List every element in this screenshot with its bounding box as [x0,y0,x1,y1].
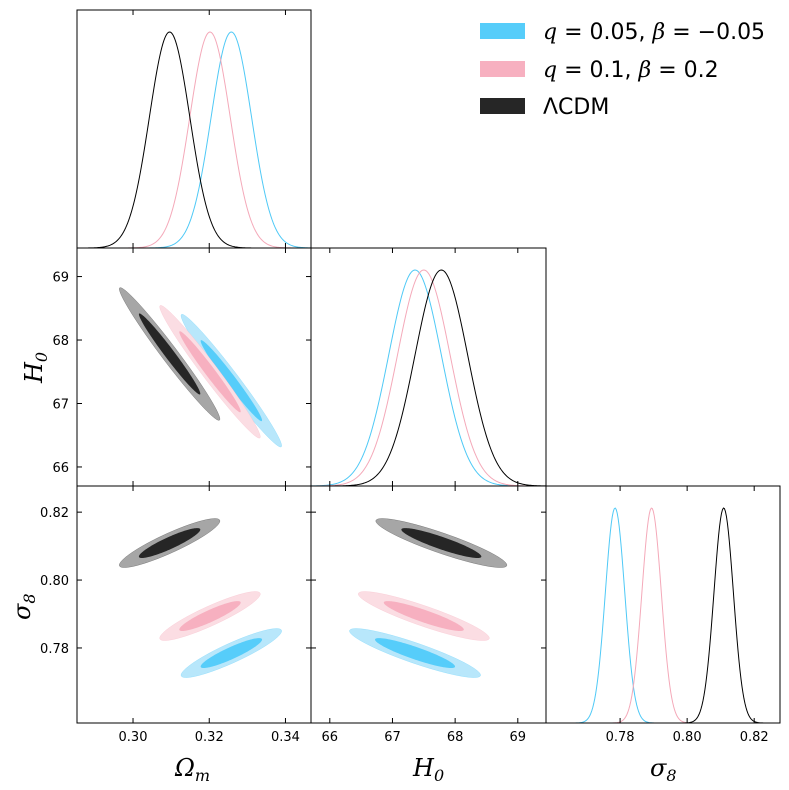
contour-inner-Omega_m-sigma8-series-0 [200,638,263,669]
xlabel-h0: H0 [412,754,444,785]
y-tick-label-H0: 69 [52,271,69,286]
marginal-curve-sigma8-series-0 [546,507,780,723]
panel-Omega_m-H0 [119,287,282,448]
xlabel-sigma8-sub: 8 [666,766,676,785]
x-tick-label-sigma8: 0.82 [740,730,769,745]
panel-frame-1-0 [76,247,312,487]
x-tick-label-Omega_m: 0.30 [119,730,148,745]
marginal-curve-Omega_m-series-2 [77,31,311,248]
xlabel-sigma8: σ8 [650,754,677,785]
panel-H0-sigma8 [349,518,508,678]
contour-inner-Omega_m-H0-series-1 [179,331,241,413]
contour-inner-Omega_m-sigma8-series-2 [138,528,201,559]
marginal-curve-sigma8-series-2 [546,507,780,723]
contour-inner-H0-sigma8-series-1 [383,601,464,632]
x-tick-label-H0: 66 [322,730,339,745]
marginal-curve-H0-series-2 [311,269,546,486]
x-tick-label-Omega_m: 0.32 [195,730,224,745]
xlabel-h0-sub: 0 [434,766,444,785]
x-tick-label-Omega_m: 0.34 [271,730,300,745]
ylabel-sigma8-sub: 8 [20,593,39,603]
legend-swatch-lcdm [480,98,525,114]
contour-inner-Omega_m-H0-series-0 [200,340,263,422]
panel-Omega_m-Omega_m [77,31,311,248]
marginal-curve-H0-series-1 [311,269,546,486]
legend-label-q005: q = 0.05, β = −0.05 [543,20,765,45]
y-tick-label-H0: 66 [52,461,69,476]
y-tick-label-sigma8: 0.82 [40,506,69,521]
x-tick-label-sigma8: 0.78 [606,730,635,745]
xlabel-omega-m: Ωm [174,754,210,785]
contour-inner-H0-sigma8-series-2 [401,528,482,559]
panel-frame-2-0 [76,485,312,724]
ylabel-h0: H0 [20,352,51,384]
ylabel-h0-sub: 0 [32,352,51,362]
marginal-curve-H0-series-0 [311,269,546,486]
panel-Omega_m-sigma8 [119,518,282,678]
y-tick-label-sigma8: 0.78 [40,642,69,657]
contour-inner-Omega_m-sigma8-series-1 [179,601,241,632]
marginal-curve-Omega_m-series-1 [77,31,311,248]
legend-swatch-q01 [480,61,525,77]
panel-H0-H0 [311,269,546,486]
panel-sigma8-sigma8 [546,507,780,723]
marginal-curve-Omega_m-series-0 [77,31,311,248]
xlabel-omega-m-sub: m [195,766,210,785]
x-tick-label-H0: 69 [510,730,527,745]
panel-frame-0-0 [76,9,312,249]
x-tick-label-H0: 67 [384,730,401,745]
panel-frame-2-2 [545,485,781,724]
legend-swatch-q005 [480,23,525,39]
y-tick-label-H0: 68 [52,334,69,349]
marginal-curve-sigma8-series-1 [546,507,780,723]
legend-label-lcdm: ΛCDM [543,95,609,120]
contour-inner-H0-sigma8-series-0 [375,638,456,669]
panel-frame-2-1 [310,485,547,724]
legend-label-q01: q = 0.1, β = 0.2 [543,58,719,83]
panel-frame-1-1 [310,247,547,487]
x-tick-label-sigma8: 0.80 [673,730,702,745]
ylabel-sigma8: σ8 [8,593,39,620]
legend: q = 0.05, β = −0.05 q = 0.1, β = 0.2 ΛCD… [480,20,765,120]
y-tick-label-H0: 67 [52,397,69,412]
contour-inner-Omega_m-H0-series-2 [138,313,201,395]
x-tick-label-H0: 68 [447,730,464,745]
y-tick-label-sigma8: 0.80 [40,574,69,589]
